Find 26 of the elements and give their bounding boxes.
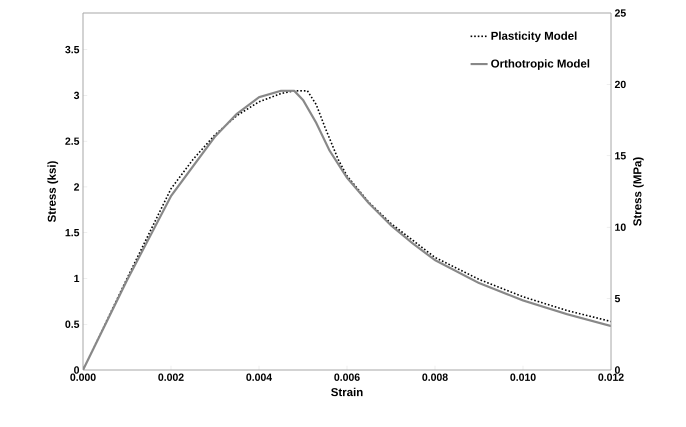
y2-tick-label: 15: [615, 152, 626, 160]
x-axis-title: Strain: [331, 388, 363, 396]
y-tick-label: 3.5: [65, 46, 80, 54]
x-tick-label: 0.000: [70, 374, 96, 381]
y-tick-label: 0.5: [65, 320, 80, 328]
y-tick-label: 2: [74, 183, 80, 191]
y-tick-label: 1: [74, 274, 80, 282]
x-tick-label: 0.006: [334, 374, 360, 381]
y2-tick-label: 10: [615, 224, 626, 231]
x-tick-label: 0.010: [510, 374, 536, 381]
y-tick-label: 1.5: [66, 229, 80, 236]
y2-tick-label: 0: [614, 366, 620, 374]
x-tick-label: 0.002: [158, 374, 184, 381]
legend-label: Orthotropic Model: [491, 59, 590, 70]
y2-axis-title: Stress (MPa): [633, 157, 644, 226]
legend-label: Plasticity Model: [491, 31, 576, 42]
x-tick-label: 0.012: [598, 374, 624, 381]
x-tick-label: 0.008: [422, 374, 448, 381]
x-tick-label: 0.004: [246, 374, 272, 381]
y2-tick-label: 25: [614, 9, 626, 17]
y-tick-label: 0: [74, 366, 80, 374]
y-tick-label: 2.5: [65, 137, 80, 145]
y2-tick-label: 5: [614, 294, 620, 302]
y2-tick-label: 20: [614, 80, 626, 88]
y-axis-title: Stress (ksi): [47, 161, 58, 222]
y-tick-label: 3: [74, 92, 80, 100]
